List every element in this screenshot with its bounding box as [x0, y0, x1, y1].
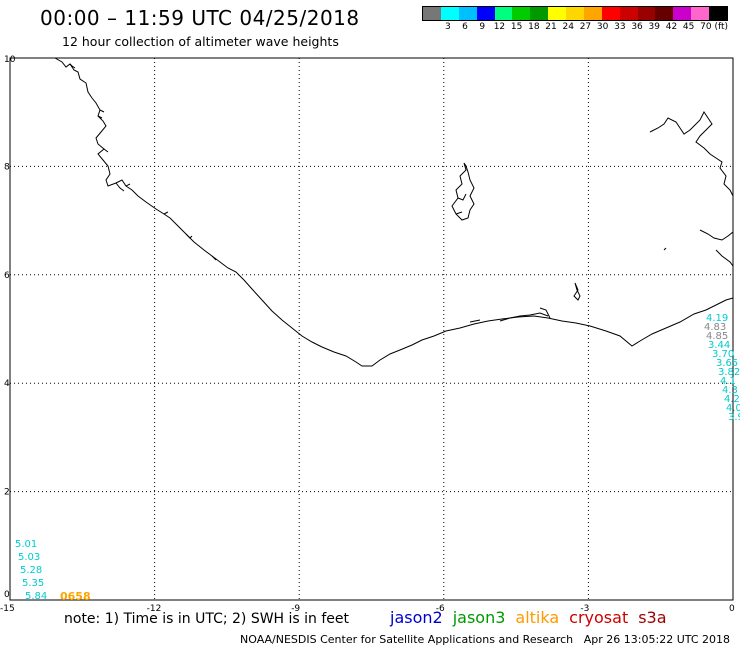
color-scale-label: 12: [493, 22, 506, 32]
obs-value: 5.35: [22, 578, 44, 589]
lon-tick-label: -12: [147, 604, 162, 614]
lake-outline: [451, 162, 475, 221]
color-scale-label: 45: [682, 22, 695, 32]
color-swatch: [583, 7, 602, 20]
obs-right: 4.85: [706, 331, 728, 342]
coast-detail-ghana: [469, 307, 551, 323]
pass-time-label: 0658: [60, 590, 91, 603]
color-swatch: [619, 7, 638, 20]
right-edge-observations: 4.19 4.83 4.85 3.44 3.70 3.65 3.82 4.1 4…: [704, 313, 740, 423]
lat-tick-label: 8: [4, 162, 10, 172]
color-scale-label: 36: [631, 22, 643, 32]
color-swatch: [601, 7, 620, 20]
color-scale-label: 70: [700, 22, 712, 32]
footer-note: note: 1) Time is in UTC; 2) SWH is in fe…: [64, 611, 350, 627]
color-swatch: [440, 7, 459, 20]
coast-detail-west: [69, 63, 217, 261]
mission-altika: altika: [515, 608, 560, 627]
obs-right: 4.83: [704, 322, 726, 333]
lon-tick-label: -3: [580, 604, 589, 614]
lat-tick-label: 2: [4, 488, 10, 498]
color-scale-unit: (ft): [714, 22, 729, 32]
obs-right: 3.82: [718, 367, 740, 378]
credit-org: NOAA/NESDIS Center for Satellite Applica…: [240, 633, 574, 646]
lon-tick-label: -6: [436, 604, 445, 614]
mission-s3a: s3a: [638, 608, 667, 627]
color-swatch: [548, 7, 566, 20]
color-scale-labels: 3 6 9 12 15 18 21 24 27 30 33 36 39 42 45 70 (ft): [422, 22, 728, 32]
color-swatch: [476, 7, 495, 20]
coast-detail-east: [663, 229, 734, 267]
map-frame: [9, 57, 734, 601]
obs-right: 3.65: [716, 358, 738, 369]
page-subtitle: 12 hour collection of altimeter wave hei…: [62, 34, 339, 49]
color-scale-swatches: [422, 6, 728, 21]
color-scale-label: 30: [596, 22, 609, 32]
lon-tick-label: -9: [291, 604, 300, 614]
obs-right: 3.70: [712, 349, 734, 360]
color-swatch: [637, 7, 656, 20]
lon-tick-label: -15: [0, 604, 15, 614]
lon-tick-label: 0: [729, 604, 735, 614]
color-swatch: [530, 7, 549, 20]
footer-credit: NOAA/NESDIS Center for Satellite Applica…: [240, 633, 730, 646]
lat-tick-label: 6: [4, 271, 10, 281]
color-scale: 3 6 9 12 15 18 21 24 27 30 33 36 39 42 45 70 (ft): [422, 6, 728, 32]
obs-right: 4.3: [722, 385, 738, 396]
color-swatch: [458, 7, 477, 20]
mission-jason3: jason3: [452, 608, 506, 627]
coastline: [54, 57, 734, 367]
obs-value: 5.03: [18, 552, 40, 563]
color-swatch: [566, 7, 584, 20]
obs-value: 5.28: [20, 565, 42, 576]
color-scale-label: 3: [444, 22, 451, 32]
obs-value: 5.84: [25, 591, 47, 602]
color-scale-label: 18: [528, 22, 540, 32]
lat-tick-label: 0: [4, 590, 10, 600]
color-scale-label: 42: [665, 22, 678, 32]
color-scale-label: 15: [510, 22, 523, 32]
page-title: 00:00 – 11:59 UTC 04/25/2018: [40, 6, 360, 30]
mission-cryosat: cryosat: [569, 608, 629, 627]
color-scale-label: 39: [648, 22, 660, 32]
color-swatch: [709, 7, 727, 20]
color-scale-label: 6: [462, 22, 468, 32]
coastline-east: [649, 111, 734, 197]
lake-volta-fragment: [573, 282, 581, 301]
color-swatch: [691, 7, 709, 20]
axis-ticks: -15 -12 -9 -6 -3 0 0 2 4 6 8 10: [0, 55, 735, 614]
credit-timestamp: Apr 26 13:05:22 UTC 2018: [583, 633, 730, 646]
color-swatch: [673, 7, 692, 20]
color-scale-label: 24: [562, 22, 574, 32]
obs-right: 3.44: [708, 340, 730, 351]
lake-detail: [455, 193, 467, 215]
color-swatch: [512, 7, 531, 20]
obs-right: 4.1: [720, 376, 736, 387]
color-swatch: [494, 7, 513, 20]
left-cluster-observations: 5.01 5.03 5.28 5.35 5.84: [15, 539, 47, 602]
color-scale-label: 27: [579, 22, 592, 32]
obs-right: 3.9: [728, 412, 740, 423]
mission-legend: jason2 jason3 altika cryosat s3a: [390, 608, 667, 627]
obs-right: 4.19: [706, 313, 728, 324]
obs-value: 5.01: [15, 539, 37, 550]
color-scale-label: 9: [479, 22, 486, 32]
color-swatch: [655, 7, 674, 20]
color-scale-label: 33: [614, 22, 626, 32]
lat-tick-label: 10: [4, 55, 16, 65]
obs-right: 4.2: [724, 394, 740, 405]
lat-tick-label: 4: [4, 379, 10, 389]
mission-jason2: jason2: [390, 608, 443, 627]
coastline-main: [54, 57, 734, 367]
obs-right: 4.0: [726, 403, 740, 414]
graticule: [10, 58, 733, 600]
color-swatch: [423, 7, 441, 20]
color-scale-label: 21: [545, 22, 557, 32]
